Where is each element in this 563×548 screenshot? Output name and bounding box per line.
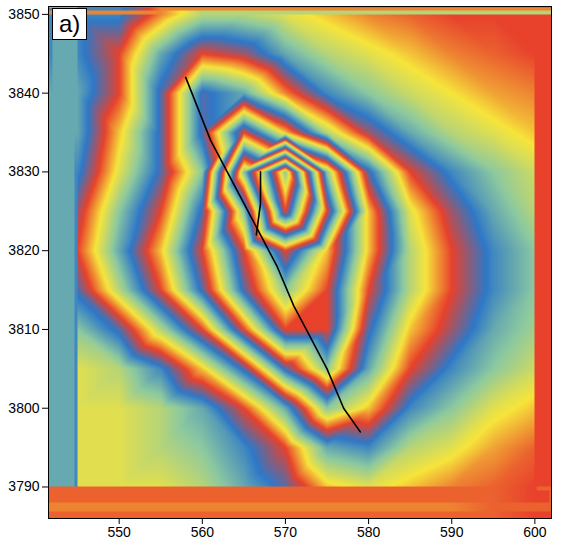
svg-text:580: 580 <box>357 524 381 540</box>
svg-text:570: 570 <box>274 524 298 540</box>
svg-text:560: 560 <box>191 524 215 540</box>
svg-text:3850: 3850 <box>8 6 39 22</box>
svg-text:590: 590 <box>440 524 464 540</box>
svg-text:550: 550 <box>107 524 131 540</box>
svg-text:3810: 3810 <box>8 321 39 337</box>
svg-text:3840: 3840 <box>8 85 39 101</box>
svg-text:3820: 3820 <box>8 242 39 258</box>
svg-text:3830: 3830 <box>8 163 39 179</box>
svg-text:600: 600 <box>523 524 547 540</box>
svg-text:3790: 3790 <box>8 478 39 494</box>
svg-text:3800: 3800 <box>8 400 39 416</box>
html-text:a): a) <box>59 10 81 37</box>
